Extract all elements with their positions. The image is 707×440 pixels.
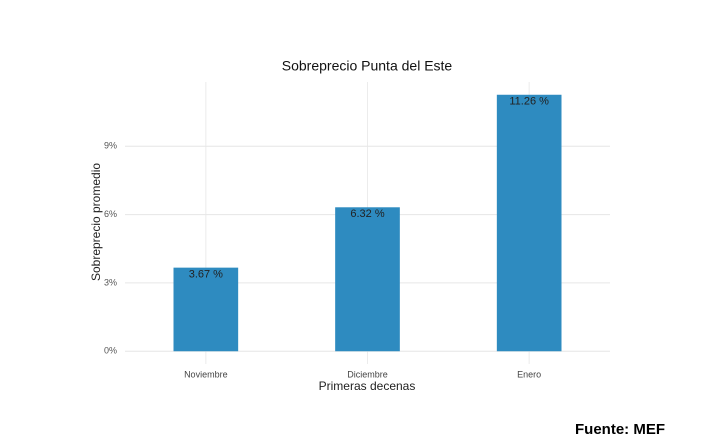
bar xyxy=(173,267,239,352)
bar xyxy=(496,94,562,352)
y-tick-label: 6% xyxy=(104,209,117,219)
x-tick-label: Noviembre xyxy=(184,369,228,379)
y-tick-label: 9% xyxy=(104,141,117,151)
x-axis-label: Primeras decenas xyxy=(319,379,416,393)
x-tick-label: Enero xyxy=(517,369,541,379)
y-axis-label: Sobreprecio promedio xyxy=(89,163,103,281)
value-label: 6.32 % xyxy=(350,208,384,220)
chart-title: Sobreprecio Punta del Este xyxy=(282,58,453,74)
value-label: 3.67 % xyxy=(189,269,223,281)
x-tick-label: Diciembre xyxy=(347,369,388,379)
value-label: 11.26 % xyxy=(509,96,549,108)
bar xyxy=(335,207,400,352)
source-note: Fuente: MEF xyxy=(575,421,665,438)
y-tick-label: 3% xyxy=(104,277,117,287)
y-tick-label: 0% xyxy=(104,346,117,356)
